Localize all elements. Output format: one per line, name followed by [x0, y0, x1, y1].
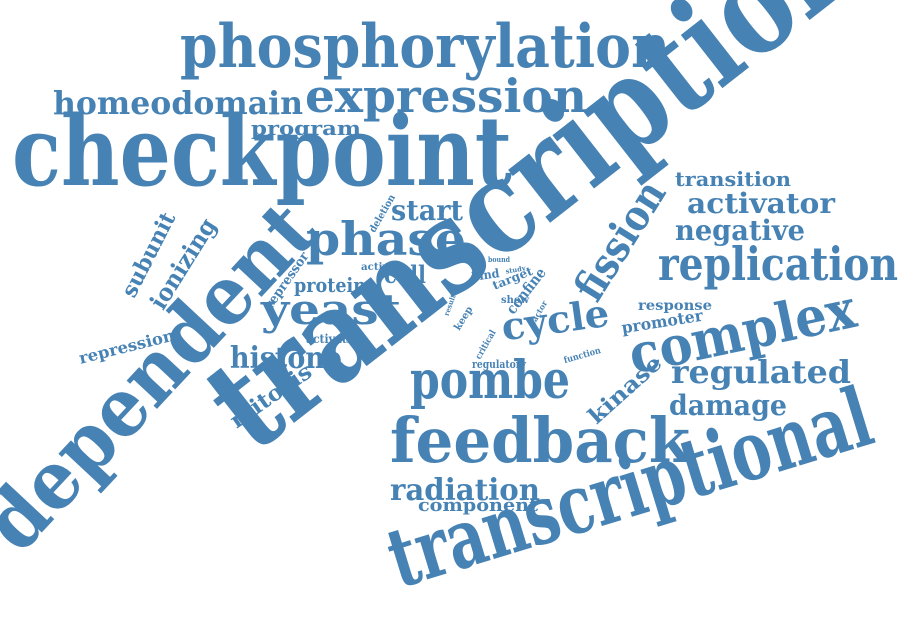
cloud-word-response: response	[638, 298, 712, 314]
cloud-word-feedback: feedback	[390, 404, 692, 477]
cloud-word-bind: bind	[471, 266, 501, 284]
cloud-word-activator: activator	[687, 187, 836, 220]
cloud-word-phosphorylation: phosphorylation	[180, 12, 670, 82]
cloud-word-histone: histone	[230, 341, 342, 376]
cloud-word-radiation: radiation	[390, 473, 540, 508]
cloud-word-replication: replication	[658, 237, 898, 291]
cloud-word-phase: phase	[306, 212, 466, 266]
cloud-word-activation: activation	[306, 332, 366, 346]
cloud-word-expression: expression	[305, 69, 587, 123]
cloud-word-study: study	[505, 263, 527, 275]
cloud-word-damage: damage	[669, 389, 787, 422]
cloud-word-active: active	[361, 262, 395, 273]
cloud-word-homeodomain: homeodomain	[53, 84, 303, 122]
cloud-word-function: function	[563, 346, 603, 366]
cloud-word-cell: cell	[384, 260, 426, 289]
cloud-word-regulatory: regulatory	[472, 358, 526, 371]
cloud-word-protein: protein	[294, 273, 366, 297]
cloud-word-yeast: yeast	[260, 285, 402, 334]
cloud-word-checkpoint: checkpoint	[12, 95, 512, 208]
cloud-word-bound: bound	[488, 255, 510, 264]
cloud-word-negative: negative	[675, 214, 805, 247]
cloud-word-transition: transition	[675, 167, 791, 191]
cloud-word-component: component	[418, 495, 539, 516]
cloud-word-program: program	[251, 116, 361, 140]
cloud-word-show: show	[501, 295, 529, 306]
cloud-word-regulated: regulated	[671, 353, 851, 391]
cloud-word-pombe: pombe	[410, 350, 570, 411]
cloud-word-start: start	[391, 194, 463, 227]
